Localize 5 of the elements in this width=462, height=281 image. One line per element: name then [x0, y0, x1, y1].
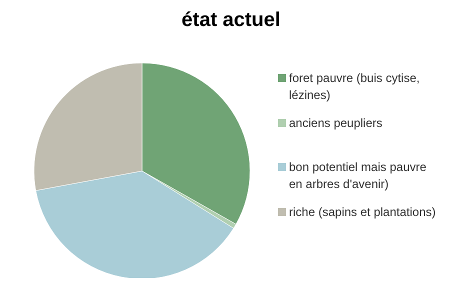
legend-label: riche (sapins et plantations) [289, 204, 436, 221]
legend-label: foret pauvre (buis cytise, lézines) [289, 70, 421, 104]
legend-label: anciens peupliers [289, 115, 382, 132]
legend-label: bon potentiel mais pauvre en arbres d'avenir) [289, 159, 428, 193]
chart-title: état actuel [180, 8, 282, 33]
